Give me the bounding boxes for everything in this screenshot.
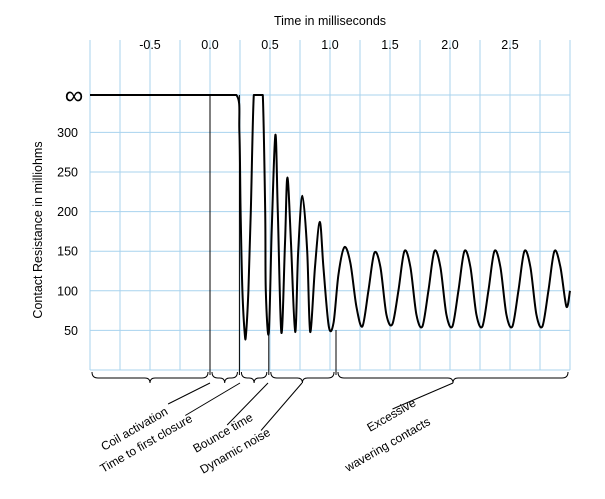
x-tick-labels: -0.5 0.0 0.5 1.0 1.5 2.0 2.5 (139, 38, 519, 52)
y-axis-title: Contact Resistance in milliohms (31, 141, 45, 318)
annotation-leader-line (392, 382, 454, 410)
x-tick-label: -0.5 (139, 38, 161, 52)
phase-bracket (337, 371, 569, 384)
y-tick-label: 50 (64, 324, 78, 338)
annotation-leader-line (226, 382, 269, 426)
x-tick-label: 2.0 (441, 38, 458, 52)
x-axis-title: Time in milliseconds (274, 14, 386, 28)
x-tick-label: 1.5 (381, 38, 398, 52)
phase-brackets (91, 371, 569, 384)
y-tick-labels: 50 100 150 200 250 300 (57, 126, 78, 338)
annotation-leader-line (260, 382, 303, 431)
resistance-series (90, 94, 571, 341)
y-tick-label: 150 (57, 245, 78, 259)
annotation-leader-line (185, 382, 241, 416)
x-tick-label: 2.5 (501, 38, 518, 52)
y-tick-label: 100 (57, 284, 78, 298)
y-tick-label: 200 (57, 205, 78, 219)
annotation-leader-line (167, 382, 211, 405)
phase-bracket (211, 371, 238, 384)
y-tick-label: 300 (57, 126, 78, 140)
x-tick-label: 1.0 (321, 38, 338, 52)
y-tick-label: 250 (57, 166, 78, 180)
phase-bracket (270, 371, 335, 384)
gridlines (89, 40, 571, 371)
x-tick-label: 0.0 (201, 38, 218, 52)
phase-bracket (91, 371, 209, 384)
resistance-curve (90, 94, 571, 341)
infinity-tick-label: ∞ (65, 80, 84, 110)
x-tick-label: 0.5 (261, 38, 278, 52)
phase-bracket (240, 371, 268, 384)
